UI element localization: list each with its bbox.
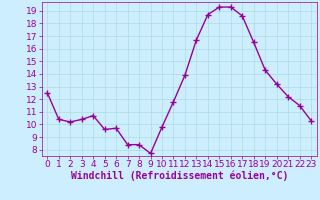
X-axis label: Windchill (Refroidissement éolien,°C): Windchill (Refroidissement éolien,°C) [70,171,288,181]
